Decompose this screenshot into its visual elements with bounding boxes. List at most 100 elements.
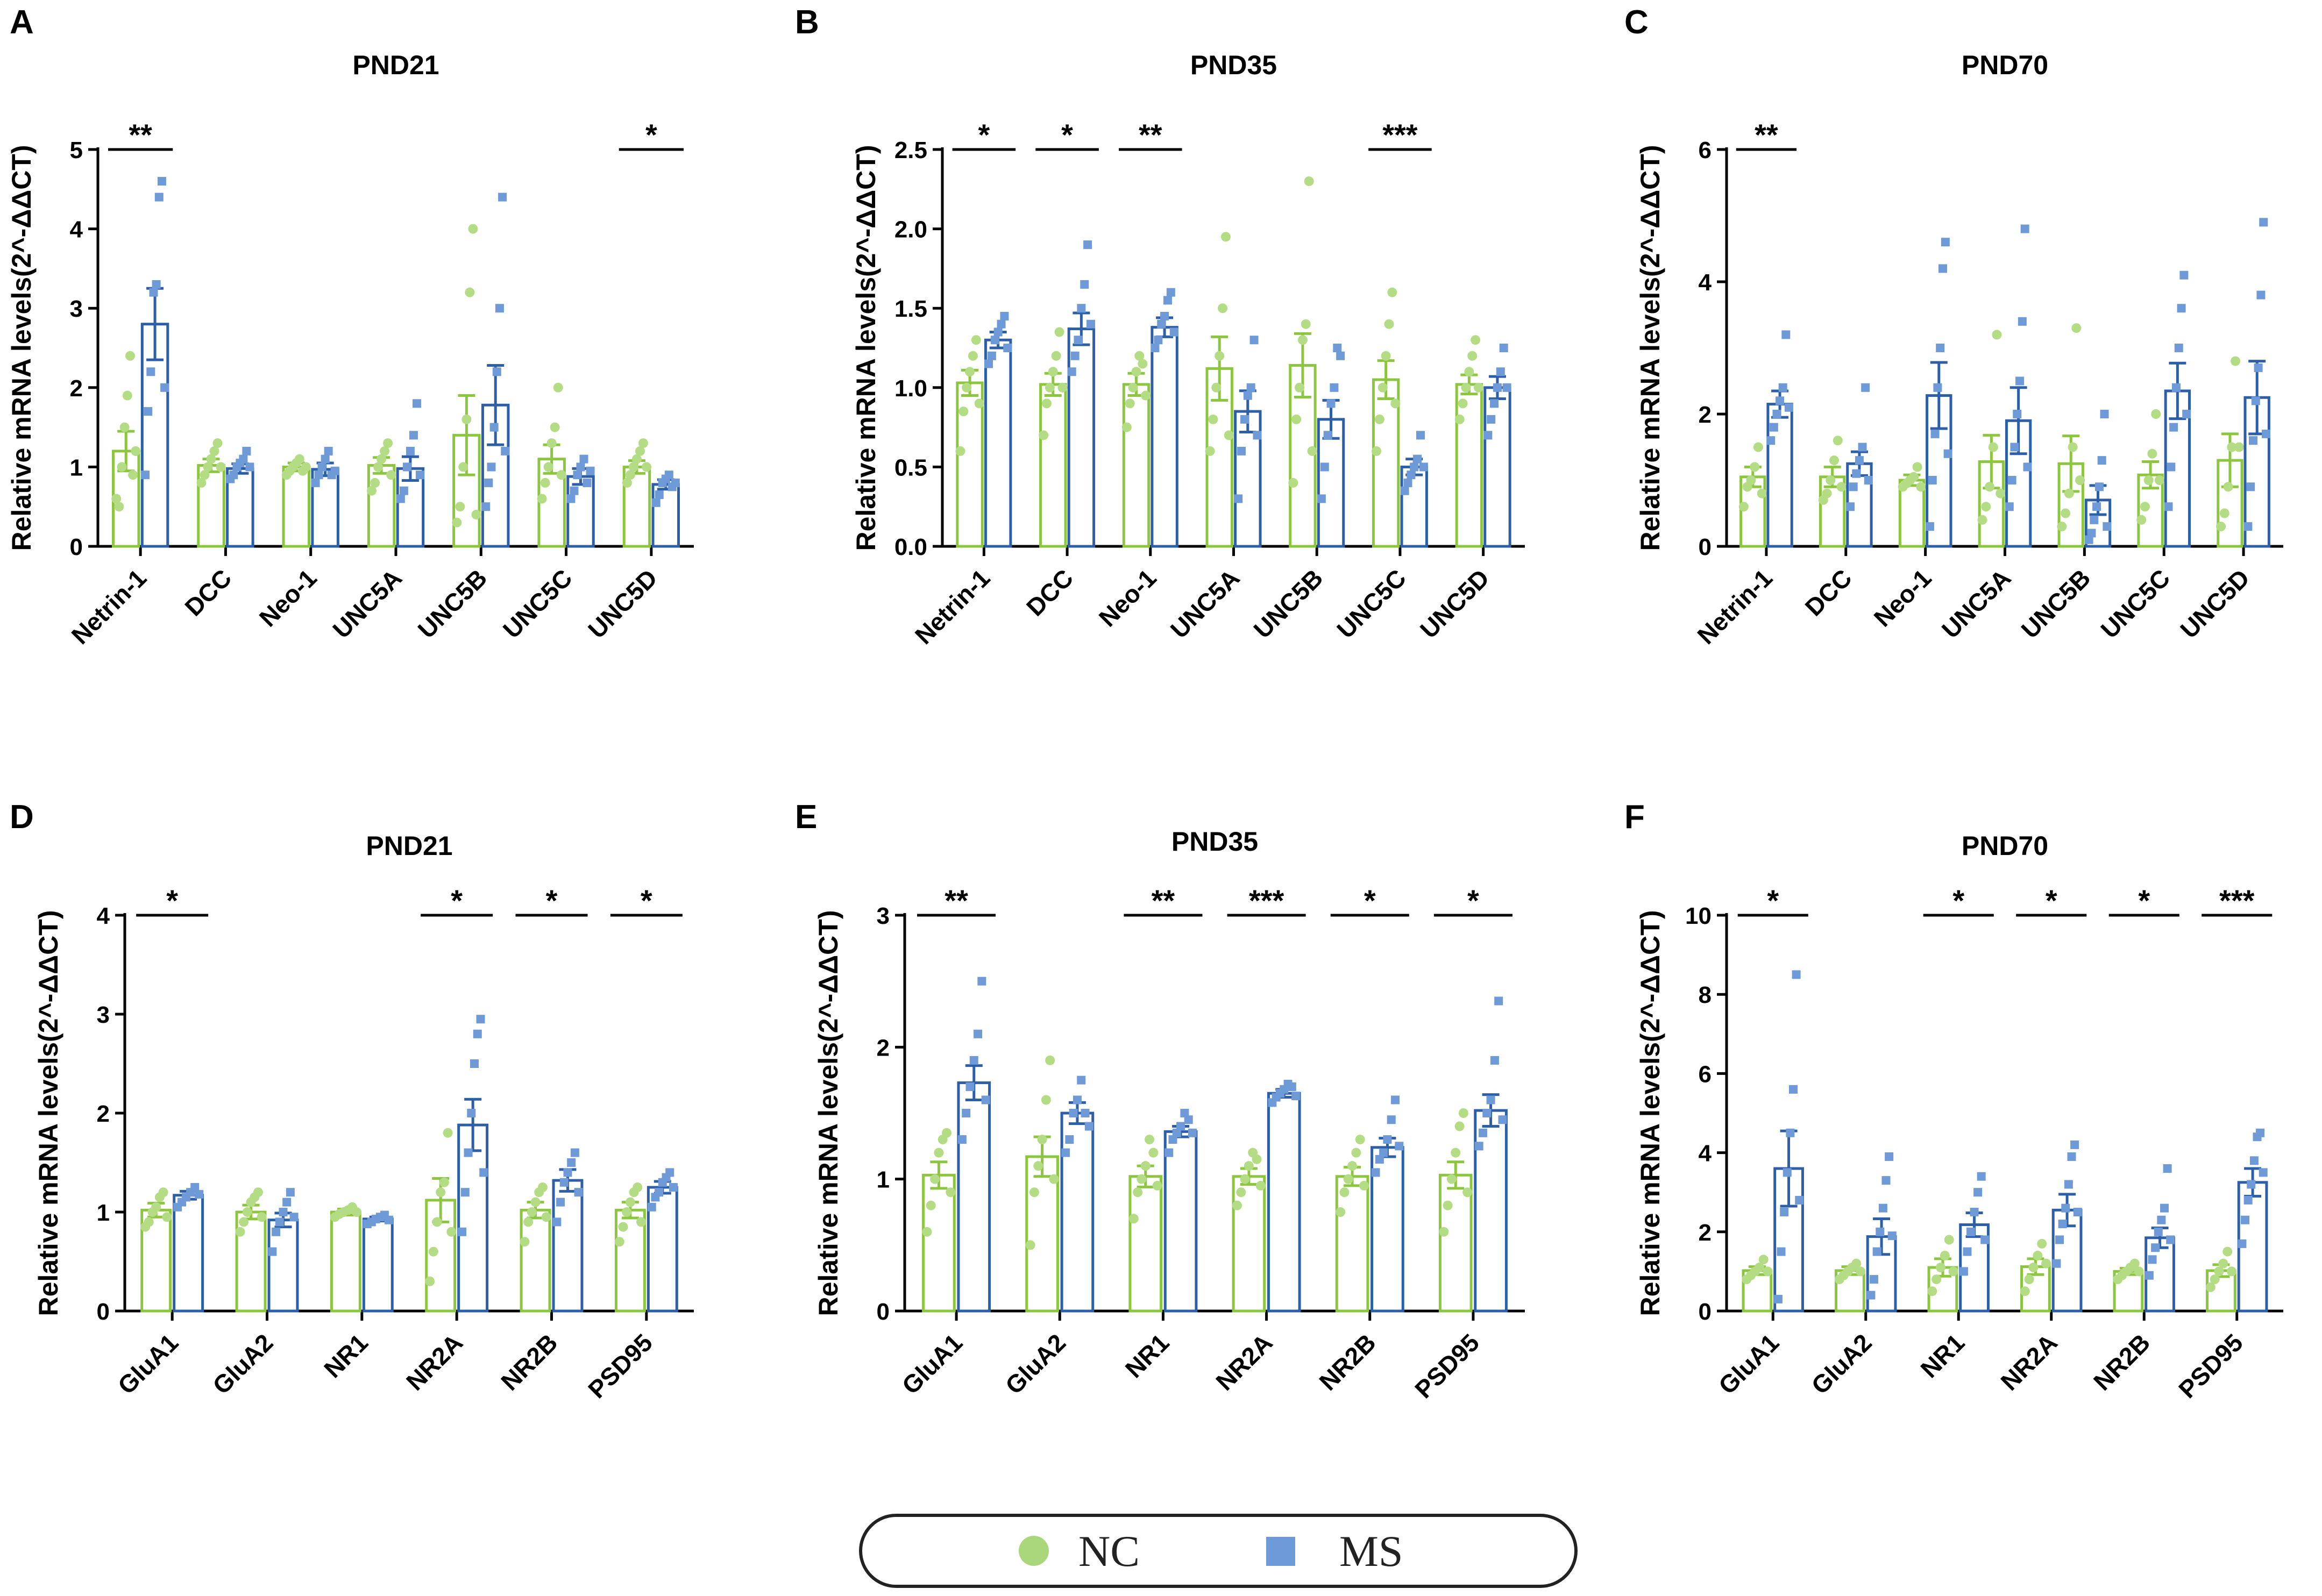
- data-point-ms: [487, 462, 496, 472]
- data-point-ms: [1846, 502, 1855, 511]
- data-point-nc: [373, 462, 384, 472]
- data-point-nc: [2024, 1274, 2034, 1285]
- data-point-nc: [1988, 442, 1998, 452]
- data-point-nc: [638, 438, 648, 448]
- data-point-nc: [2143, 475, 2154, 485]
- data-point-nc: [2028, 1263, 2039, 1273]
- data-point-ms: [1067, 367, 1076, 376]
- data-point-nc: [1033, 1161, 1043, 1171]
- bar-nc: [1039, 383, 1067, 548]
- data-point-ms: [1772, 410, 1781, 418]
- data-point-ms: [651, 498, 661, 507]
- data-point-ms: [415, 471, 424, 480]
- data-point-nc: [1458, 398, 1468, 409]
- data-point-nc: [370, 478, 380, 488]
- data-point-ms: [2067, 1152, 2076, 1161]
- x-tick-label: UNC5A: [1165, 564, 1245, 644]
- data-point-ms: [1003, 344, 1012, 352]
- data-point-ms: [1784, 403, 1793, 412]
- data-point-nc: [556, 470, 566, 480]
- data-point-ms: [997, 319, 1006, 329]
- data-point-ms: [647, 1202, 656, 1212]
- x-tick-label: UNC5C: [498, 564, 578, 644]
- data-point-ms: [579, 454, 588, 464]
- data-point-nc: [971, 335, 981, 345]
- data-point-nc: [523, 1217, 534, 1227]
- data-point-nc: [2210, 1274, 2220, 1285]
- y-axis-label: Relative mRNA levels(2^-ΔΔCT): [813, 910, 843, 1316]
- data-point-nc: [2234, 442, 2244, 452]
- x-tick-label: NR1: [1120, 1328, 1175, 1383]
- significance-label: ***: [2219, 884, 2255, 917]
- data-point-nc: [1940, 1250, 1950, 1260]
- x-tick-label: NR2A: [1995, 1328, 2062, 1395]
- data-point-ms: [2238, 1239, 2247, 1248]
- data-point-ms: [665, 1168, 674, 1177]
- data-point-ms: [481, 502, 491, 511]
- data-point-nc: [2219, 508, 2229, 518]
- data-point-ms: [190, 1183, 200, 1192]
- data-point-nc: [546, 438, 557, 448]
- data-point-nc: [2231, 356, 2241, 366]
- data-point-nc: [2205, 1282, 2216, 1292]
- data-point-ms: [1246, 383, 1255, 392]
- data-point-ms: [484, 478, 493, 487]
- data-point-ms: [1073, 1095, 1082, 1105]
- data-point-nc: [2151, 409, 2161, 419]
- significance-label: *: [1767, 884, 1779, 917]
- data-point-nc: [550, 422, 560, 432]
- data-point-nc: [216, 462, 226, 472]
- data-point-nc: [2227, 1266, 2237, 1277]
- data-point-ms: [655, 490, 664, 500]
- data-point-ms: [470, 1059, 479, 1068]
- data-point-nc: [1131, 367, 1141, 377]
- y-tick-label: 5: [70, 137, 83, 163]
- data-point-nc: [1916, 482, 1926, 492]
- panel-letter: B: [795, 4, 819, 41]
- x-tick-label: NR1: [1915, 1328, 1970, 1383]
- data-point-nc: [439, 1177, 449, 1187]
- data-point-nc: [1048, 367, 1058, 377]
- data-point-ms: [1371, 1168, 1380, 1177]
- data-point-nc: [2075, 475, 2085, 485]
- data-point-nc: [974, 398, 984, 409]
- data-point-ms: [1980, 1235, 1990, 1244]
- data-point-ms: [1502, 383, 1511, 392]
- data-point-ms: [1876, 1227, 1885, 1236]
- data-point-ms: [1866, 1291, 1876, 1300]
- data-point-nc: [1948, 1266, 1958, 1277]
- data-point-nc: [1125, 398, 1135, 409]
- y-tick-label: 4: [70, 217, 83, 243]
- y-tick-label: 2: [70, 375, 83, 402]
- data-point-ms: [2058, 1220, 2067, 1229]
- significance-label: *: [978, 118, 990, 152]
- data-point-nc: [1454, 1121, 1465, 1131]
- data-point-ms: [1778, 383, 1787, 392]
- data-point-ms: [1780, 1208, 1789, 1216]
- data-point-ms: [473, 1029, 482, 1038]
- bar-nc: [1335, 1175, 1369, 1313]
- data-point-ms: [479, 1168, 488, 1177]
- data-point-ms: [1482, 1109, 1492, 1117]
- chart-panel-a: A PND21 Relative mRNA levels(2^-ΔΔCT) 0 1 2 3 4…: [6, 4, 694, 650]
- data-point-ms: [409, 431, 418, 440]
- data-point-ms: [1070, 351, 1080, 360]
- data-point-ms: [570, 1148, 579, 1157]
- data-point-ms: [1493, 383, 1502, 392]
- bar-nc: [235, 1210, 267, 1313]
- data-point-ms: [1000, 311, 1009, 320]
- data-point-nc: [125, 351, 135, 361]
- data-point-nc: [458, 462, 468, 472]
- data-point-ms: [1074, 336, 1083, 345]
- data-point-nc: [1908, 472, 1919, 482]
- data-point-ms: [406, 446, 415, 455]
- data-point-ms: [1878, 1203, 1887, 1213]
- data-point-nc: [1387, 287, 1397, 297]
- x-tick-label: GluA1: [1713, 1328, 1785, 1400]
- data-point-ms: [2015, 376, 2025, 386]
- data-point-ms: [275, 1217, 284, 1227]
- x-tick-label: PSD95: [583, 1328, 658, 1403]
- data-point-ms: [2254, 363, 2263, 372]
- data-point-ms: [195, 1189, 204, 1199]
- data-point-ms: [981, 1095, 990, 1105]
